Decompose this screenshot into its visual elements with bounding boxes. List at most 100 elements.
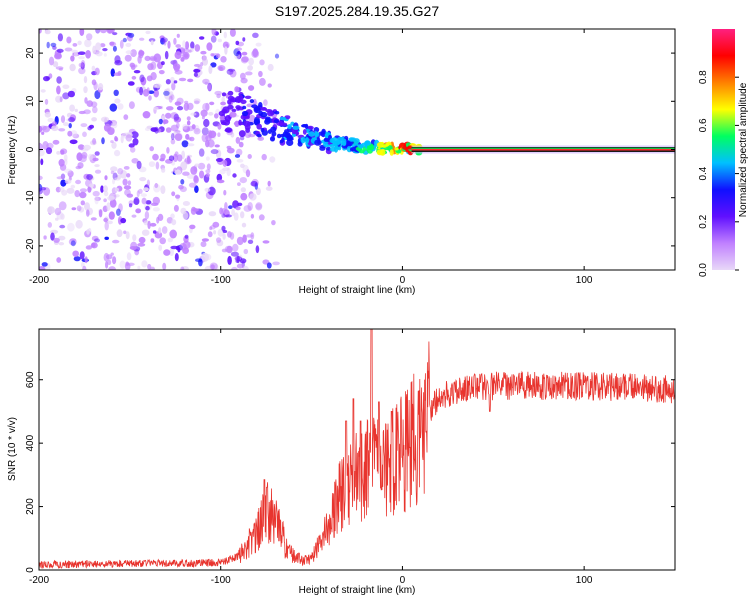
noise-cell xyxy=(255,245,260,254)
noise-cell xyxy=(80,123,88,128)
ridge-cell xyxy=(227,90,234,96)
noise-cell xyxy=(59,224,66,229)
noise-cell xyxy=(231,208,236,217)
noise-cell xyxy=(170,133,175,141)
ridge-cell xyxy=(243,115,250,120)
noise-cell xyxy=(100,185,104,193)
noise-cell xyxy=(236,47,243,51)
noise-cell xyxy=(64,179,72,184)
noise-cell xyxy=(186,155,191,164)
noise-cell xyxy=(42,125,51,133)
noise-cell xyxy=(230,132,235,138)
noise-cell xyxy=(74,108,79,113)
noise-cell xyxy=(188,49,192,53)
noise-cell xyxy=(182,211,189,220)
noise-cell xyxy=(227,231,232,238)
noise-cell xyxy=(133,70,141,74)
noise-cell xyxy=(211,29,217,36)
noise-cell xyxy=(167,237,173,243)
noise-cell xyxy=(83,86,88,94)
noise-cell xyxy=(180,266,185,270)
noise-cell xyxy=(193,174,198,183)
noise-cell xyxy=(112,45,117,52)
noise-cell xyxy=(143,187,149,192)
noise-cell xyxy=(92,45,97,54)
noise-cell xyxy=(50,232,55,241)
noise-cell xyxy=(235,206,241,211)
chart-title: S197.2025.284.19.35.G27 xyxy=(275,3,439,19)
x-tick-label: 100 xyxy=(576,275,593,286)
noise-cell xyxy=(170,76,175,84)
noise-cell xyxy=(223,31,227,39)
noise-cell xyxy=(208,111,214,116)
noise-cell xyxy=(67,90,75,98)
noise-cell xyxy=(142,111,151,119)
noise-cell xyxy=(167,40,171,49)
spectrogram-chirp-ridge xyxy=(218,86,423,156)
noise-cell xyxy=(223,189,227,196)
noise-cell xyxy=(229,29,236,37)
noise-cell xyxy=(228,205,233,210)
noise-cell xyxy=(68,123,72,129)
noise-cell xyxy=(126,173,131,178)
noise-cell xyxy=(113,89,119,97)
noise-cell xyxy=(131,158,139,164)
colorbar-label: Normalized spectral amplitude xyxy=(738,82,749,217)
spectrogram-carrier-line xyxy=(411,145,675,154)
noise-cell xyxy=(144,55,151,62)
ridge-cell xyxy=(301,124,308,128)
noise-cell xyxy=(119,260,126,269)
noise-cell xyxy=(91,235,99,242)
noise-cell xyxy=(48,73,53,79)
ridge-cell xyxy=(389,149,394,156)
ridge-cell xyxy=(241,110,249,117)
noise-cell xyxy=(108,266,116,270)
noise-cell xyxy=(147,220,151,230)
ridge-cell xyxy=(376,149,383,156)
noise-cell xyxy=(107,220,113,225)
ridge-cell xyxy=(260,111,268,118)
noise-cell xyxy=(194,163,200,167)
noise-cell xyxy=(173,113,180,121)
ridge-cell xyxy=(238,130,246,138)
noise-cell xyxy=(232,173,237,178)
noise-cell xyxy=(109,41,117,47)
noise-cell xyxy=(114,98,121,104)
noise-cell xyxy=(76,205,82,212)
ridge-cell xyxy=(385,142,390,147)
noise-cell xyxy=(215,53,221,59)
noise-cell xyxy=(203,118,210,128)
noise-cell xyxy=(263,99,268,106)
noise-cell xyxy=(174,169,182,175)
noise-cell xyxy=(94,169,102,174)
ridge-cell xyxy=(287,124,292,130)
noise-cell xyxy=(91,117,97,122)
noise-cell xyxy=(41,262,48,267)
noise-cell xyxy=(266,262,272,269)
noise-cell xyxy=(226,145,232,150)
noise-cell xyxy=(64,168,72,174)
ridge-cell xyxy=(342,138,347,146)
ridge-cell xyxy=(273,119,280,124)
noise-cell xyxy=(131,214,137,218)
x-tick-label: -200 xyxy=(29,275,49,286)
noise-cell xyxy=(213,230,217,235)
noise-cell xyxy=(168,155,175,161)
ridge-cell xyxy=(238,94,244,102)
noise-cell xyxy=(77,40,82,46)
noise-cell xyxy=(153,106,159,111)
noise-cell xyxy=(108,211,115,220)
noise-cell xyxy=(124,189,131,196)
noise-cell xyxy=(149,146,154,152)
noise-cell xyxy=(239,136,245,141)
noise-cell xyxy=(136,160,142,170)
noise-cell xyxy=(94,67,100,76)
noise-cell xyxy=(46,41,50,49)
noise-cell xyxy=(68,238,77,246)
ridge-cell xyxy=(269,136,276,142)
noise-cell xyxy=(44,29,51,35)
noise-cell xyxy=(272,261,280,266)
noise-cell xyxy=(150,238,155,243)
noise-cell xyxy=(201,127,209,136)
noise-cell xyxy=(104,221,109,231)
